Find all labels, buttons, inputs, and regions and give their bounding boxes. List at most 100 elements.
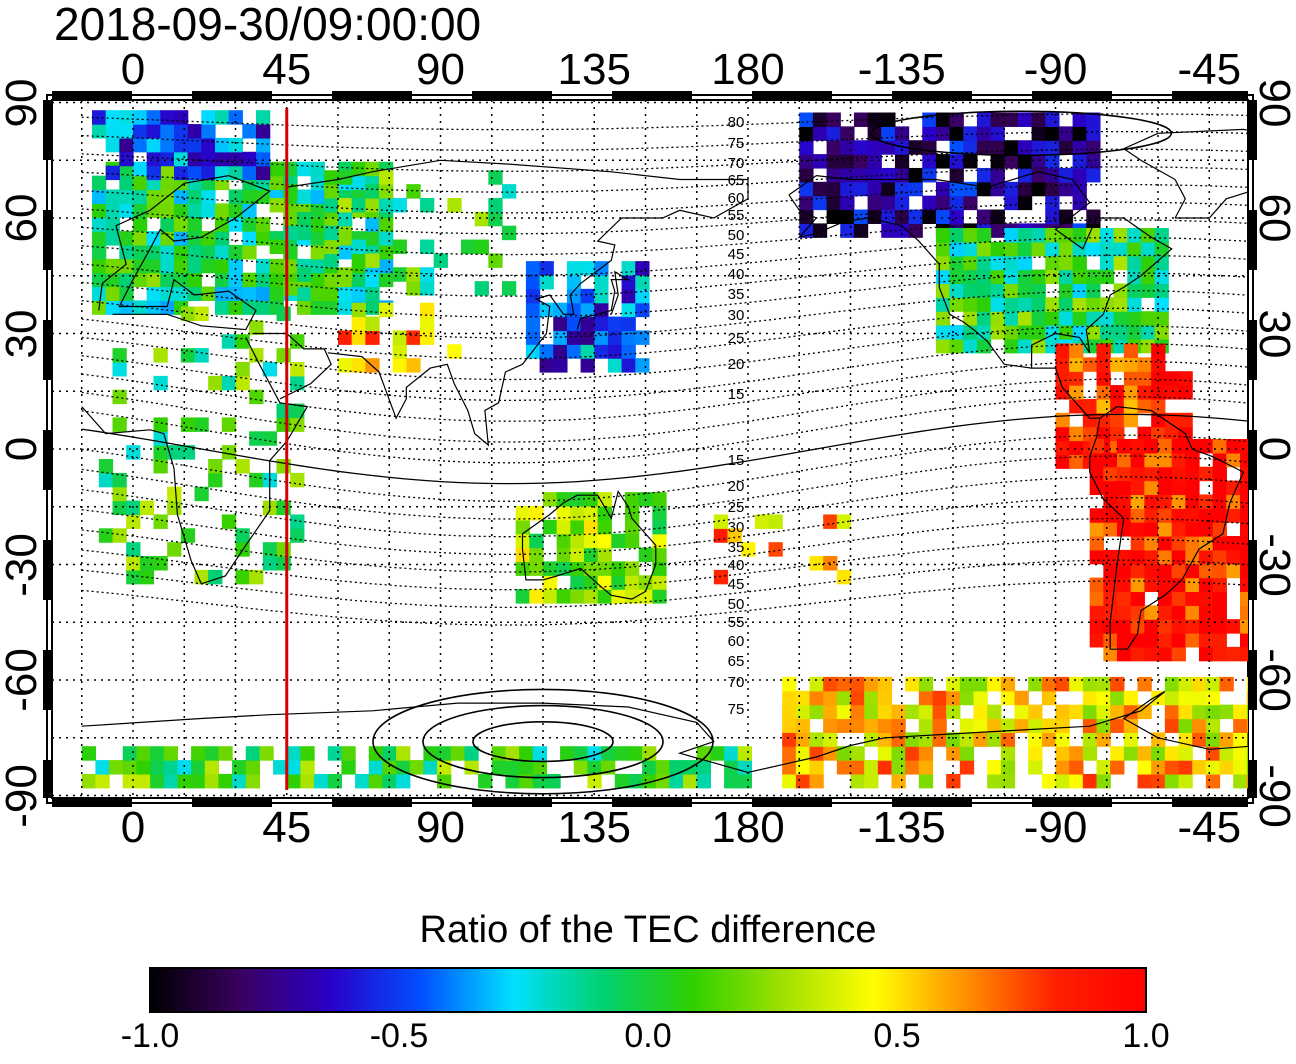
tec-cell [515, 519, 530, 535]
tec-cell [1164, 718, 1180, 733]
tec-cell [215, 137, 230, 153]
tec-cell [297, 267, 312, 282]
tec-cell [133, 217, 148, 232]
tec-cell [191, 773, 206, 789]
tec-cell [167, 500, 182, 516]
colorbar-tick-label: 0.5 [873, 1017, 921, 1055]
tec-cell [187, 286, 202, 301]
tec-cell [795, 746, 811, 761]
tec-cell [556, 505, 571, 521]
tec-cell [580, 330, 595, 345]
tec-cell [1069, 398, 1084, 414]
tec-cell [1089, 522, 1104, 537]
tec-cell [597, 492, 612, 507]
tec-cell [1000, 732, 1016, 747]
tec-cell [918, 760, 934, 775]
tec-cell [327, 746, 343, 761]
tec-cell [543, 561, 558, 576]
axis-tick-label: 180 [711, 803, 785, 852]
tec-cell [1017, 269, 1033, 285]
tec-cell [1151, 426, 1166, 442]
tec-cell [1031, 154, 1046, 169]
tec-cell [180, 348, 196, 363]
tec-cell [1113, 228, 1128, 243]
tec-cell [553, 316, 568, 332]
tec-cell [351, 161, 366, 177]
tec-cell [826, 209, 841, 224]
tec-cell [908, 167, 923, 183]
tec-cell [1171, 549, 1186, 565]
tec-cell [1069, 440, 1084, 455]
tec-cell [1058, 126, 1074, 141]
tec-cell [918, 676, 934, 692]
tec-cell [1017, 195, 1033, 211]
tec-cell [946, 773, 961, 789]
tec-cell [1151, 357, 1166, 372]
tec-cell [1117, 605, 1132, 620]
tec-cell [1254, 508, 1268, 522]
tec-cell [1205, 676, 1221, 692]
tec-cell [262, 542, 278, 557]
tec-cell [1240, 563, 1248, 579]
tec-cell [290, 514, 305, 529]
tec-cell [597, 519, 612, 535]
tec-cell [324, 170, 339, 185]
tec-cell [935, 228, 951, 243]
tec-cell [935, 325, 951, 340]
tec-cell [1123, 732, 1139, 747]
tec-cell [474, 211, 489, 227]
maglat-label: 55 [728, 207, 745, 224]
tec-cell [1110, 676, 1125, 692]
tec-cell [905, 746, 920, 761]
tec-cell [91, 110, 107, 125]
tec-cell [696, 746, 712, 761]
tec-cell [1274, 746, 1288, 760]
tec-cell [1117, 563, 1132, 579]
tec-cell [853, 140, 869, 155]
coastline [788, 171, 1245, 650]
tec-cell [1127, 297, 1142, 312]
tec-cell [1205, 718, 1221, 733]
tec-cell [1137, 676, 1152, 692]
tec-cell [1103, 563, 1118, 579]
tec-cell [1178, 690, 1193, 706]
tec-cell [894, 126, 910, 141]
tec-cell [351, 286, 366, 301]
tec-cell [447, 344, 462, 359]
tec-cell [867, 112, 882, 127]
tec-cell [1199, 605, 1214, 620]
tec-cell [1199, 508, 1214, 523]
tec-cell [935, 181, 951, 197]
tec-cell [379, 302, 394, 318]
tec-cell [607, 344, 623, 359]
tec-cell [1137, 773, 1152, 789]
tec-cell [850, 773, 865, 789]
tec-cell [891, 760, 906, 775]
tec-cell [812, 195, 828, 211]
tec-cell [1058, 283, 1074, 298]
tec-cell [215, 286, 230, 301]
tec-cell [1144, 480, 1159, 496]
tec-cell [180, 306, 196, 322]
maglat-label: 70 [728, 155, 745, 172]
tec-cell [91, 189, 107, 204]
tec-cell [1288, 746, 1296, 760]
maglat-contour-north [870, 110, 1173, 157]
coastline [576, 270, 631, 330]
tec-cell [836, 718, 852, 733]
tec-cell [963, 255, 978, 271]
tec-cell [1017, 241, 1033, 257]
tec-cell [1017, 112, 1033, 127]
tec-cell [621, 302, 636, 318]
tec-cell [1117, 480, 1132, 496]
tec-cell [215, 258, 230, 274]
tec-cell [420, 281, 435, 296]
tec-cell [105, 258, 120, 274]
tec-cell [1000, 760, 1016, 775]
tec-cell [242, 189, 257, 204]
tec-cell [1240, 452, 1248, 468]
tec-cell [1233, 732, 1248, 747]
tec-cell [881, 167, 896, 183]
tec-cell [1127, 255, 1142, 271]
tec-cell [341, 760, 356, 775]
